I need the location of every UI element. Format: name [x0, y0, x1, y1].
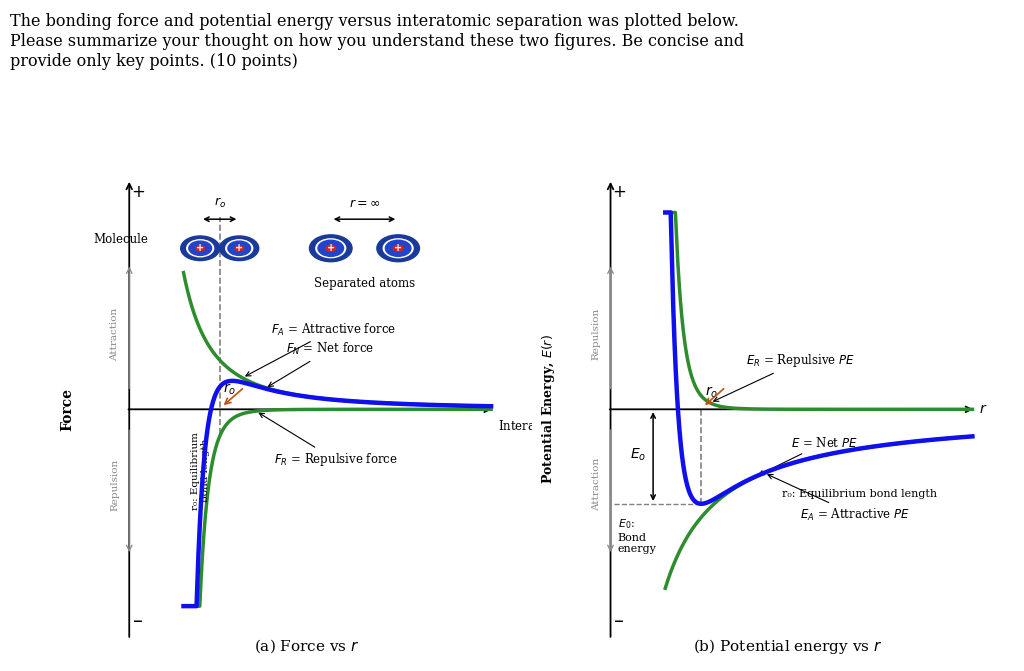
Circle shape	[188, 241, 212, 256]
Circle shape	[196, 246, 205, 251]
Text: +: +	[197, 244, 204, 253]
Text: –: –	[133, 612, 143, 631]
Circle shape	[385, 240, 411, 256]
Text: +: +	[131, 183, 145, 201]
Text: Repulsion: Repulsion	[592, 308, 601, 360]
Circle shape	[220, 236, 259, 260]
Circle shape	[318, 240, 343, 256]
Text: $r_o$: $r_o$	[223, 382, 237, 397]
Text: $E_A$ = Attractive $PE$: $E_A$ = Attractive $PE$	[768, 474, 910, 523]
Text: $F_A$ = Attractive force: $F_A$ = Attractive force	[246, 321, 395, 376]
Text: Interatomic separation, $r$: Interatomic separation, $r$	[499, 418, 650, 435]
Text: Molecule: Molecule	[94, 233, 148, 246]
Text: $r_o$: $r_o$	[705, 385, 718, 401]
Circle shape	[309, 235, 352, 262]
Text: Attraction: Attraction	[592, 458, 601, 511]
Circle shape	[377, 235, 420, 262]
Text: Repulsion: Repulsion	[111, 458, 120, 511]
Text: $E_0$:
Bond
energy: $E_0$: Bond energy	[617, 517, 656, 554]
Text: $E$ = Net $PE$: $E$ = Net $PE$	[759, 435, 858, 475]
Text: $r$: $r$	[980, 403, 988, 416]
Text: +: +	[327, 244, 335, 253]
Circle shape	[234, 246, 244, 251]
Text: +: +	[236, 244, 244, 253]
Text: $F_R$ = Repulsive force: $F_R$ = Repulsive force	[259, 413, 397, 468]
Circle shape	[326, 245, 336, 252]
Circle shape	[393, 245, 403, 252]
Circle shape	[228, 241, 251, 256]
Text: Force: Force	[60, 388, 74, 431]
Text: Potential Energy, $E(r)$: Potential Energy, $E(r)$	[540, 334, 557, 484]
Circle shape	[315, 239, 346, 258]
Circle shape	[180, 236, 220, 260]
Text: $E_R$ = Repulsive $PE$: $E_R$ = Repulsive $PE$	[714, 352, 855, 401]
Text: Separated atoms: Separated atoms	[314, 277, 415, 291]
Text: $E_o$: $E_o$	[630, 446, 646, 463]
Text: (b) Potential energy vs $r$: (b) Potential energy vs $r$	[693, 637, 883, 656]
Text: $r_o$: $r_o$	[214, 196, 225, 210]
Text: +: +	[394, 244, 402, 253]
Circle shape	[225, 240, 253, 257]
Text: The bonding force and potential energy versus interatomic separation was plotted: The bonding force and potential energy v…	[10, 13, 744, 70]
Text: (a) Force vs $r$: (a) Force vs $r$	[254, 637, 359, 655]
Text: Attraction: Attraction	[111, 307, 120, 361]
Text: r₀: Equilibrium
bond length: r₀: Equilibrium bond length	[190, 431, 210, 509]
Text: +: +	[612, 183, 627, 201]
Circle shape	[383, 239, 413, 258]
Circle shape	[186, 240, 214, 257]
Text: $r=\infty$: $r=\infty$	[348, 197, 380, 210]
Text: $F_N$ = Net force: $F_N$ = Net force	[268, 341, 375, 386]
Text: –: –	[614, 612, 625, 631]
Text: r₀: Equilibrium bond length: r₀: Equilibrium bond length	[782, 489, 938, 499]
